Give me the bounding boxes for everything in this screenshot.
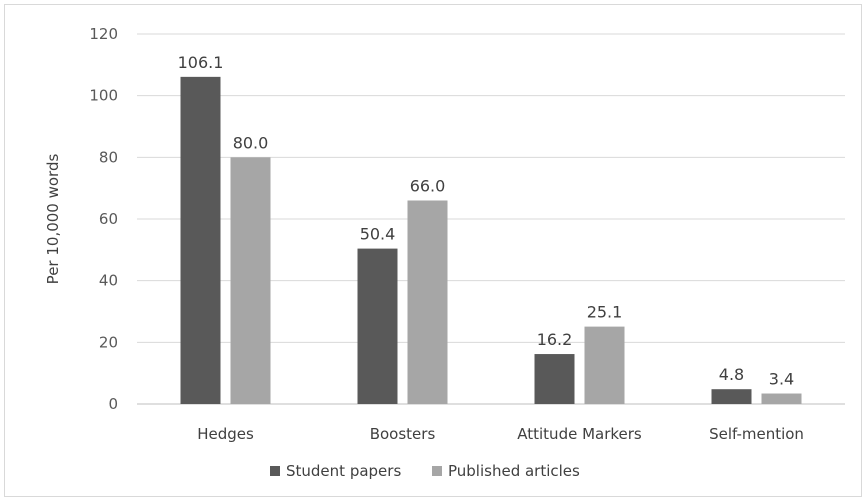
legend-swatch <box>432 466 442 476</box>
legend: Student papers Published articles <box>270 462 580 480</box>
data-label: 16.2 <box>537 330 573 349</box>
data-labels: 106.1 80.0 50.4 66.0 16.2 25.1 4.8 3.4 <box>178 53 795 389</box>
data-label: 106.1 <box>178 53 224 72</box>
y-tick-label: 120 <box>89 25 118 43</box>
y-axis-label: Per 10,000 words <box>44 154 62 285</box>
y-tick-label: 100 <box>89 87 118 105</box>
x-category-label: Attitude Markers <box>517 425 642 443</box>
data-label: 66.0 <box>410 177 446 196</box>
data-label: 4.8 <box>719 365 744 384</box>
data-label: 25.1 <box>587 303 623 322</box>
x-category-label: Hedges <box>197 425 254 443</box>
y-tick-label: 60 <box>99 210 118 228</box>
y-tick-label: 0 <box>108 395 118 413</box>
bar <box>534 354 575 404</box>
legend-swatch <box>270 466 280 476</box>
data-label: 3.4 <box>769 370 794 389</box>
legend-label: Student papers <box>286 462 401 480</box>
data-label: 50.4 <box>360 225 396 244</box>
x-category-label: Self-mention <box>709 425 804 443</box>
y-tick-label: 20 <box>99 333 118 351</box>
x-axis-categories: Hedges Boosters Attitude Markers Self-menti… <box>197 425 804 443</box>
y-tick-label: 80 <box>99 148 118 166</box>
y-axis-ticks: 0 20 40 60 80 100 120 <box>89 25 118 413</box>
bar <box>180 76 221 404</box>
data-label: 80.0 <box>233 133 269 152</box>
legend-label: Published articles <box>448 462 580 480</box>
y-tick-label: 40 <box>99 272 118 290</box>
bar <box>761 393 802 404</box>
bar <box>407 200 448 404</box>
bar <box>711 389 752 404</box>
bar <box>357 248 398 404</box>
bar <box>230 157 271 404</box>
x-category-label: Boosters <box>370 425 436 443</box>
bars <box>180 76 802 404</box>
bar <box>584 326 625 404</box>
